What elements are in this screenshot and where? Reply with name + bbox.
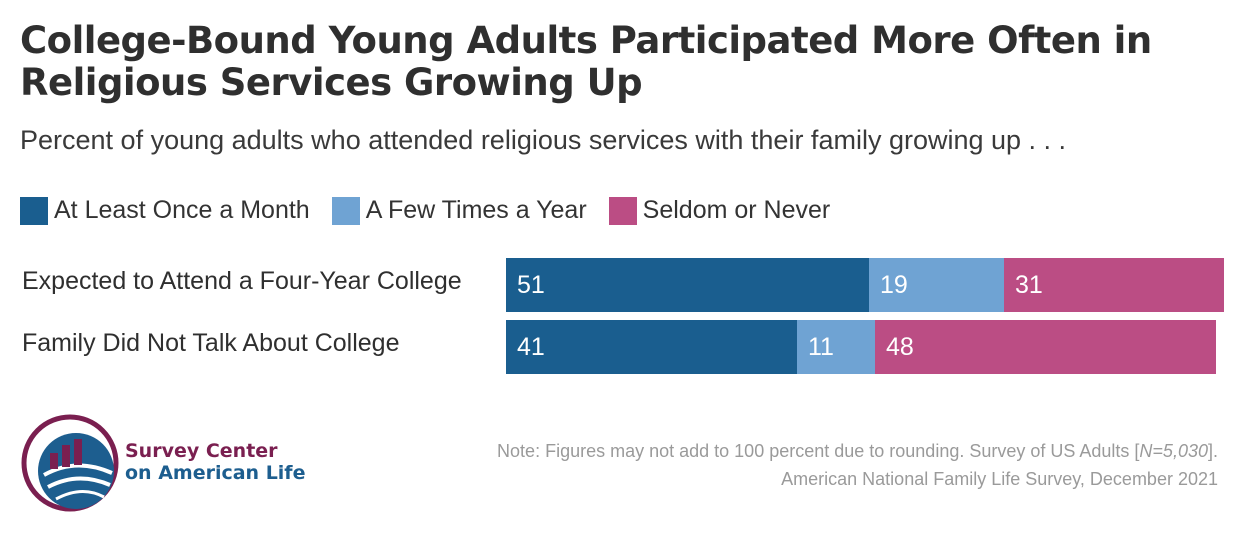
note-suffix: ].: [1207, 441, 1218, 461]
legend-item-seldom: Seldom or Never: [608, 196, 831, 225]
data-label: 48: [886, 333, 914, 361]
bar-segment-monthly: 51: [506, 258, 869, 312]
legend-label-few-times: A Few Times a Year: [365, 196, 587, 224]
data-label: 31: [1015, 271, 1043, 299]
data-label: 19: [880, 271, 908, 299]
legend-swatch-few-times: [331, 196, 360, 225]
organization-name: Survey Center on American Life: [125, 440, 305, 484]
organization-name-line1: Survey Center: [125, 440, 278, 462]
legend-label-monthly: At Least Once a Month: [54, 196, 310, 224]
legend-label-seldom: Seldom or Never: [642, 196, 831, 224]
data-label: 11: [808, 333, 834, 361]
chart-subtitle: Percent of young adults who attended rel…: [20, 125, 1067, 155]
bar-segment-monthly: 41: [506, 320, 797, 374]
note-line1: Note: Figures may not add to 100 percent…: [497, 437, 1218, 465]
bar-segment-few-times: 11: [797, 320, 875, 374]
legend-swatch-seldom: [608, 196, 637, 225]
category-label: Expected to Attend a Four-Year College: [22, 267, 462, 295]
data-label: 51: [517, 271, 545, 299]
bar-segment-seldom: 31: [1004, 258, 1224, 312]
source-note: Note: Figures may not add to 100 percent…: [497, 437, 1218, 493]
data-label: 41: [517, 333, 545, 361]
note-sample-size: N=5,030: [1139, 441, 1208, 461]
legend-item-few-times: A Few Times a Year: [331, 196, 587, 225]
legend-item-monthly: At Least Once a Month: [20, 196, 310, 225]
legend-swatch-monthly: [20, 196, 48, 225]
category-label: Family Did Not Talk About College: [22, 329, 400, 357]
note-source: American National Family Life Survey, De…: [781, 469, 1218, 489]
bar-segment-seldom: 48: [875, 320, 1216, 374]
legend: At Least Once a Month A Few Times a Year…: [20, 196, 852, 225]
bar-segment-few-times: 19: [869, 258, 1004, 312]
chart-title: College-Bound Young Adults Participated …: [20, 19, 1152, 104]
survey-center-logo-icon: [21, 414, 119, 512]
note-prefix: Note: Figures may not add to 100 percent…: [497, 441, 1140, 461]
organization-name-line2: on American Life: [125, 462, 306, 484]
